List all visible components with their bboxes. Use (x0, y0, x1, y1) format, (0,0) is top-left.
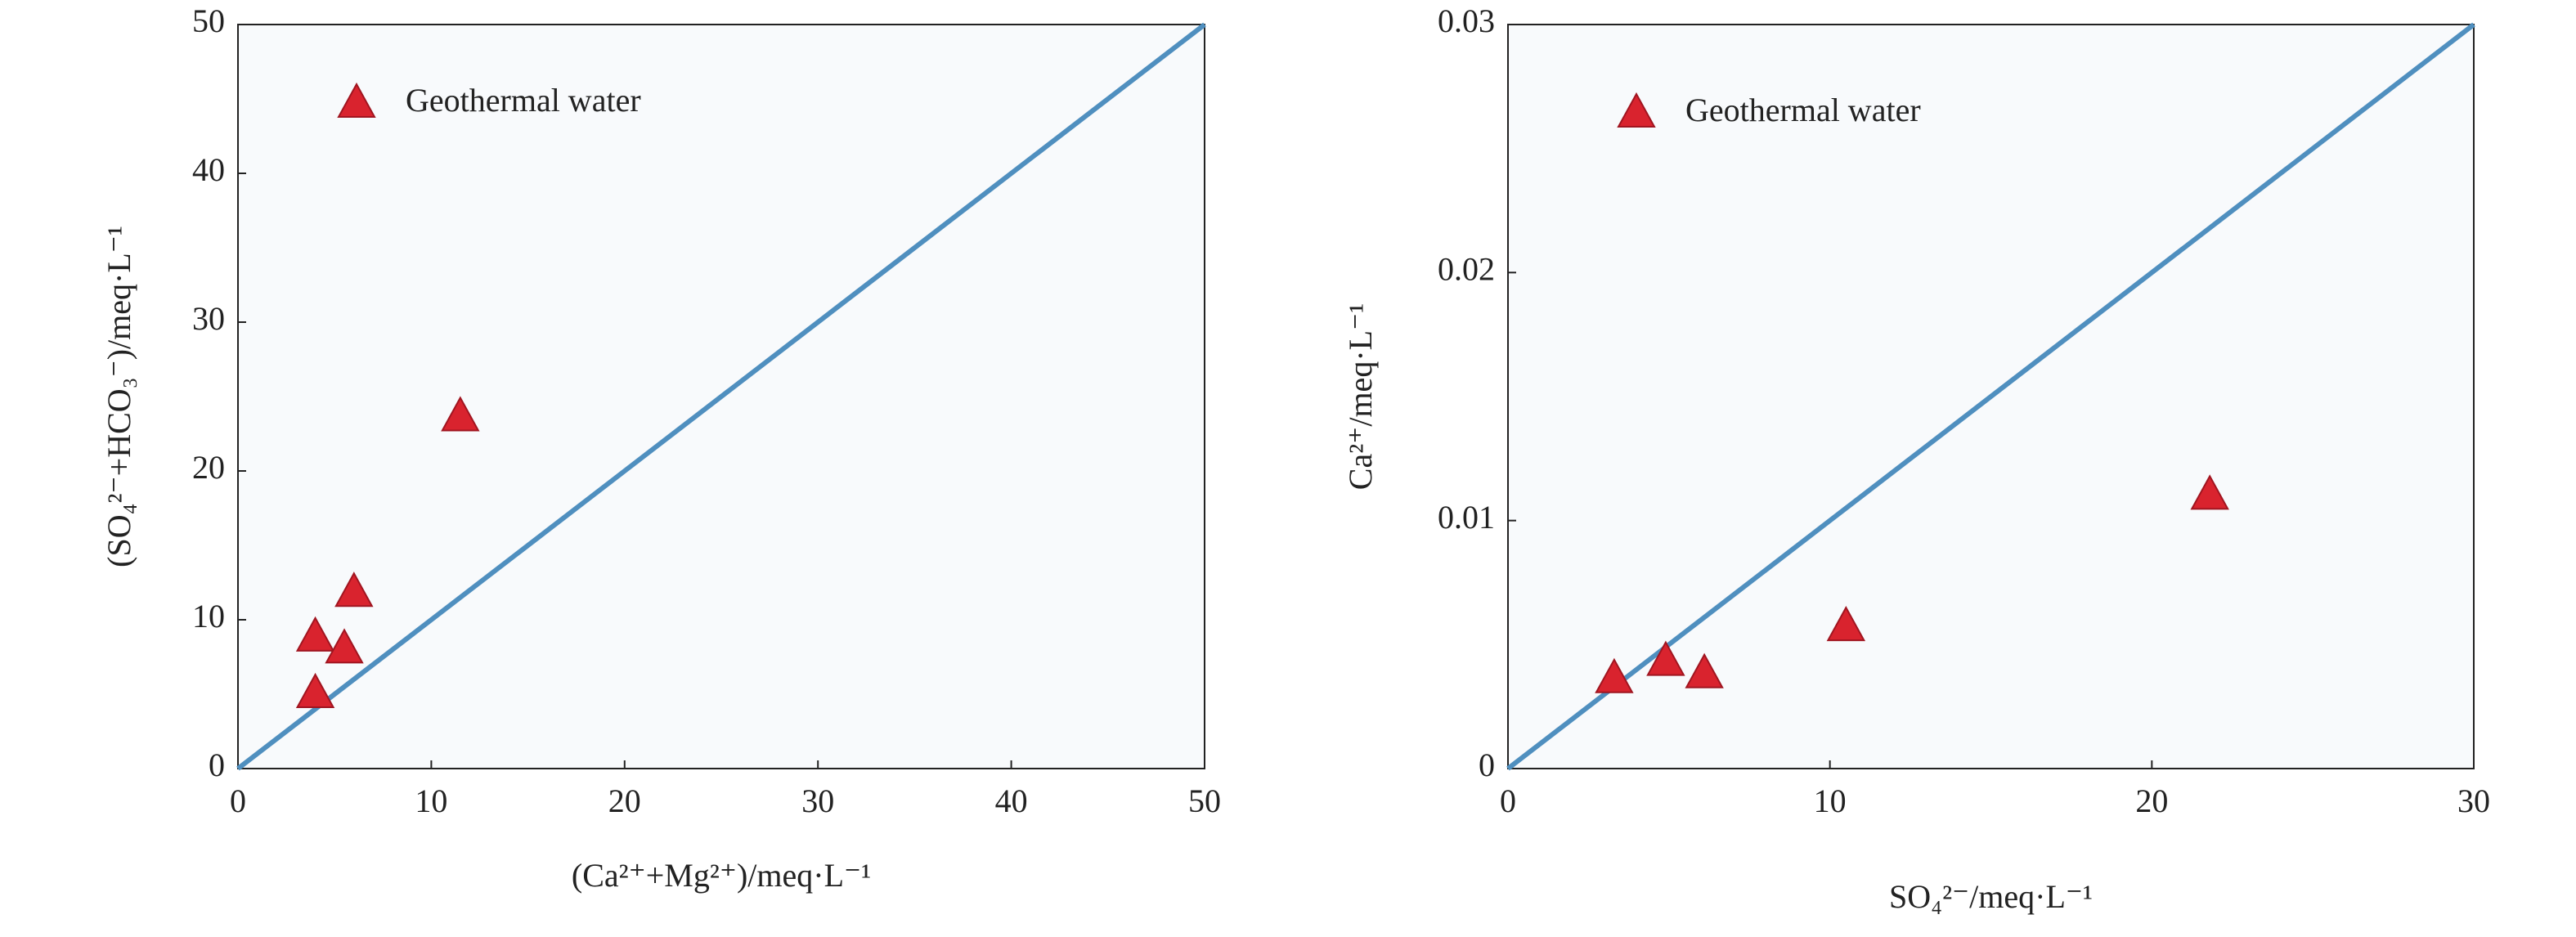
y-tick-label: 0.01 (1438, 499, 1495, 536)
legend-label: Geothermal water (1685, 92, 1921, 128)
data-point (441, 396, 480, 432)
x-tick-label: 10 (1814, 782, 1847, 819)
y-tick-label: 0.02 (1438, 251, 1495, 288)
y-tick-label: 40 (192, 151, 225, 188)
data-point (1826, 606, 1866, 642)
x-tick-label: 10 (415, 782, 447, 819)
legend-marker (1617, 92, 1656, 128)
data-point (1595, 657, 1634, 693)
x-tick-label: 50 (1188, 782, 1221, 819)
y-tick-label: 50 (192, 2, 225, 39)
x-axis-label: SO₄²⁻/meq·L⁻¹ (1889, 878, 2093, 915)
legend-marker (337, 82, 376, 118)
y-axis-label: Ca²⁺/meq·L⁻¹ (1342, 303, 1379, 490)
x-tick-label: 40 (995, 782, 1028, 819)
y-axis-label: (SO₄²⁻+HCO₃⁻)/meq·L⁻¹ (101, 226, 137, 567)
data-point (1646, 640, 1685, 676)
x-tick-label: 20 (608, 782, 641, 819)
x-tick-label: 30 (801, 782, 834, 819)
x-tick-label: 0 (230, 782, 246, 819)
data-point (334, 572, 374, 607)
y-tick-label: 30 (192, 300, 225, 337)
data-point (1685, 652, 1724, 688)
y-tick-label: 10 (192, 598, 225, 634)
reference-line (236, 22, 1206, 771)
y-tick-label: 0.03 (1438, 2, 1495, 39)
reference-line (1506, 22, 2475, 771)
x-tick-label: 0 (1500, 782, 1516, 819)
x-axis-label: (Ca²⁺+Mg²⁺)/meq·L⁻¹ (572, 857, 871, 894)
y-tick-label: 0 (209, 746, 225, 783)
x-tick-label: 30 (2457, 782, 2490, 819)
data-point (295, 672, 335, 708)
data-point (2190, 474, 2229, 510)
data-point (325, 628, 364, 664)
y-tick-label: 20 (192, 449, 225, 486)
legend-label: Geothermal water (406, 82, 641, 119)
x-tick-label: 20 (2135, 782, 2168, 819)
data-point (295, 616, 335, 652)
y-tick-label: 0 (1479, 746, 1495, 783)
